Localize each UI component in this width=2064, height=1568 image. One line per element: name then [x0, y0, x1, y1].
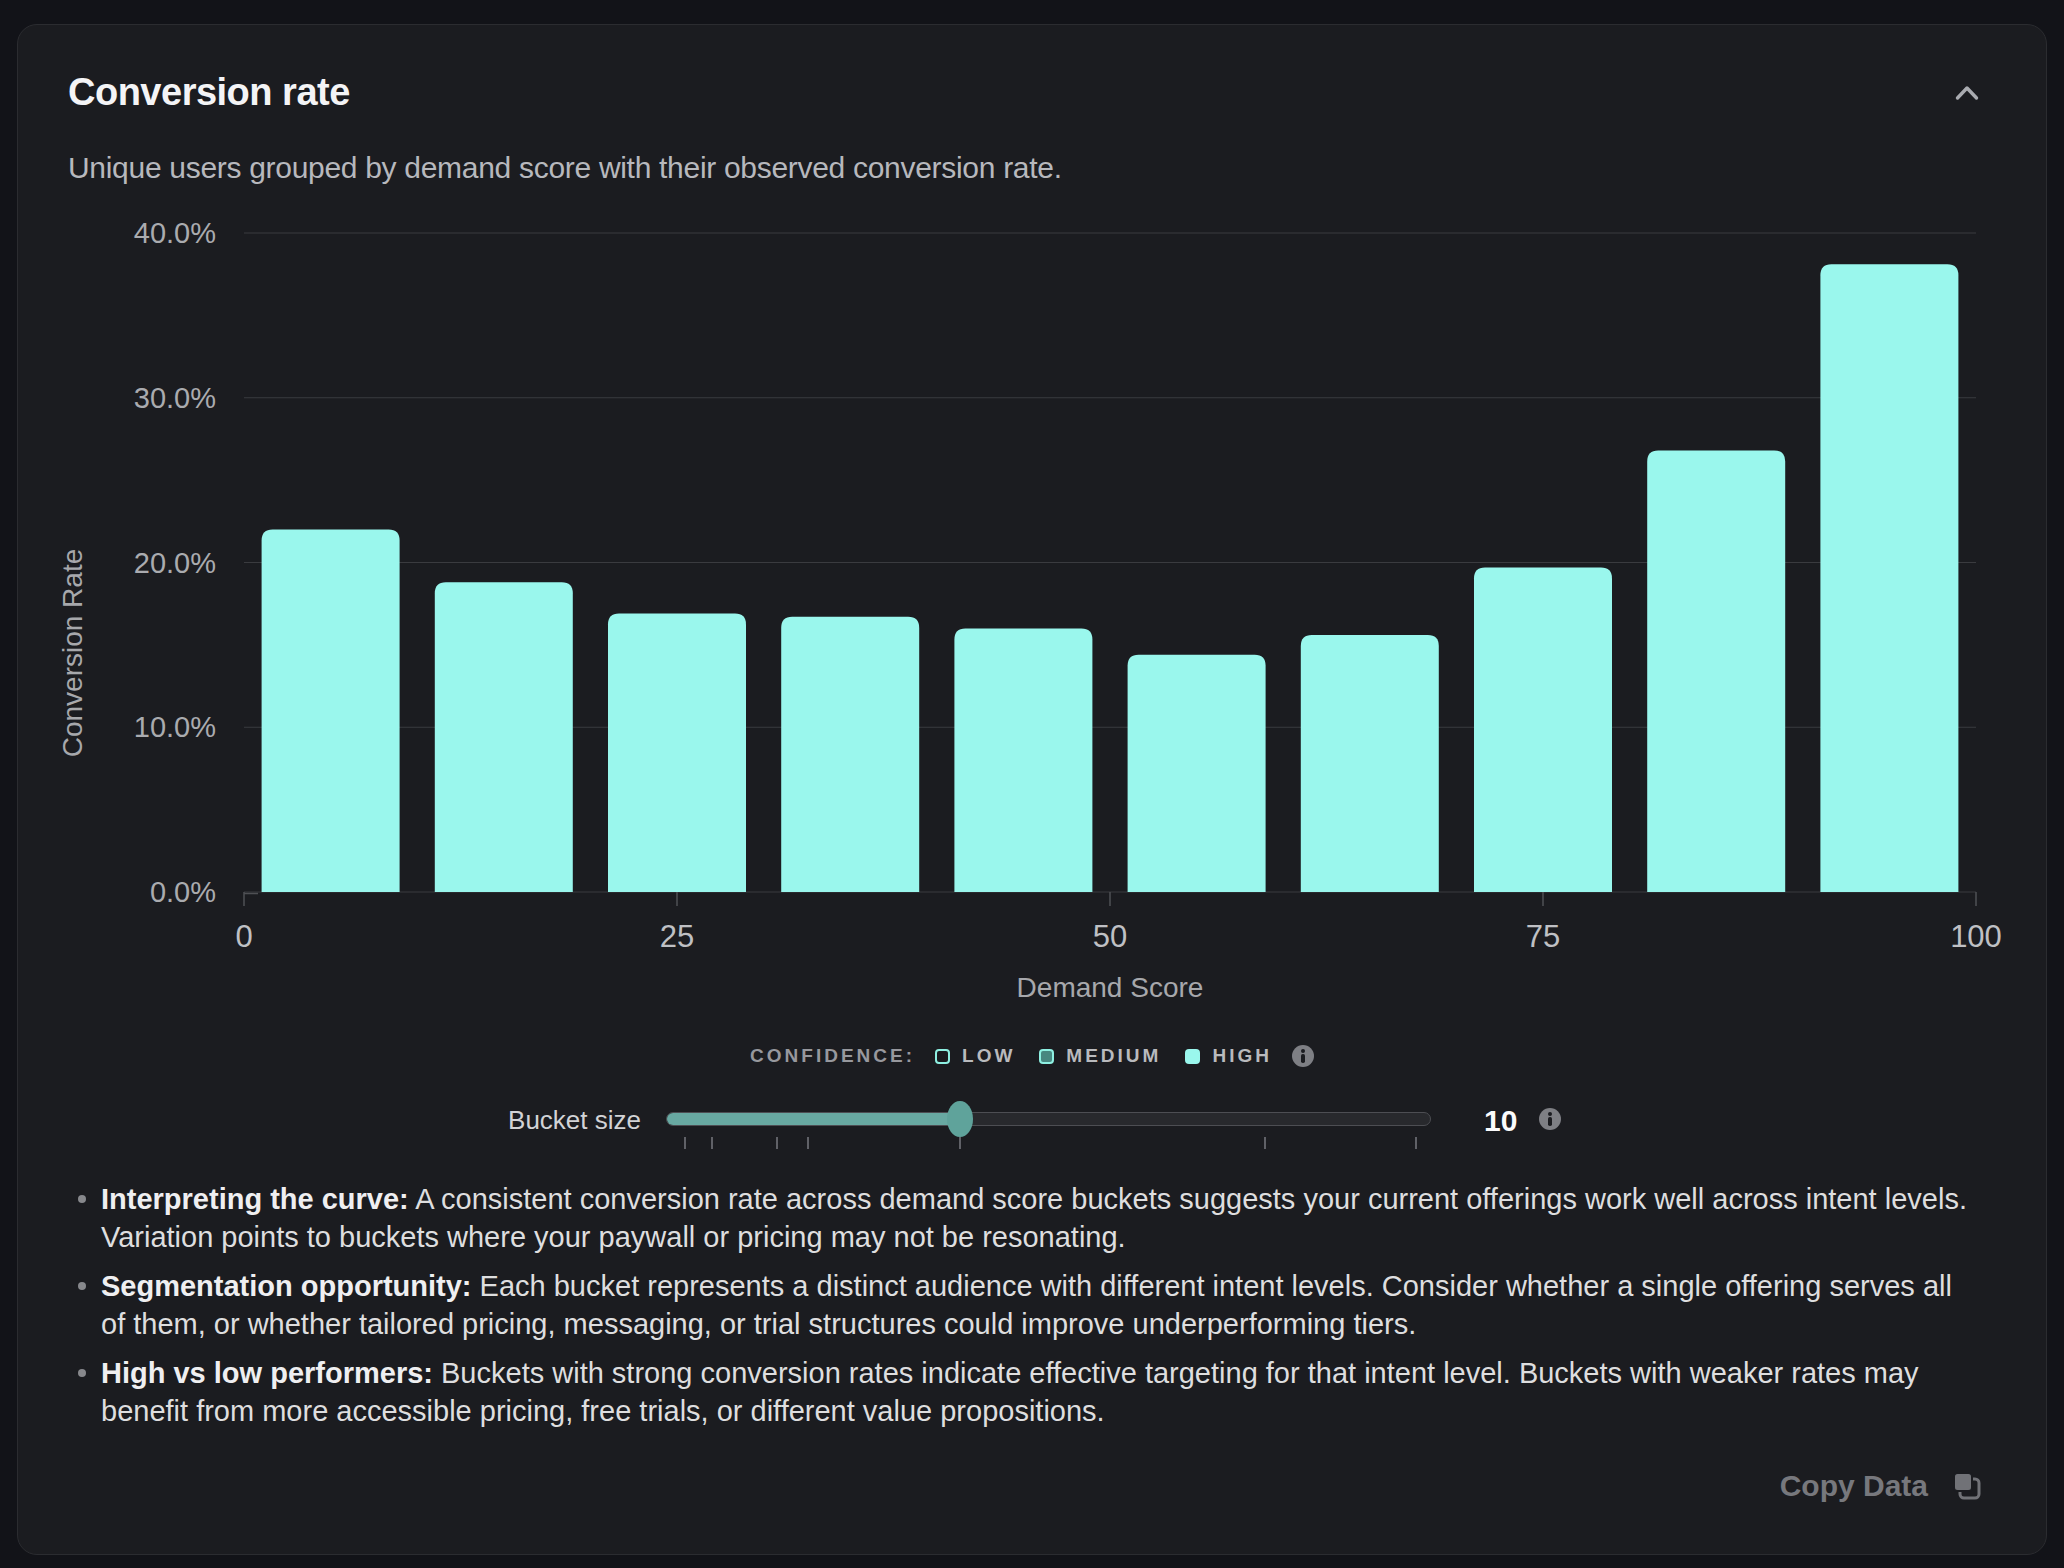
bar-0-10[interactable]	[262, 530, 400, 892]
x-axis-title: Demand Score	[1017, 972, 1204, 1003]
bar-10-20[interactable]	[435, 582, 573, 892]
bar-20-30[interactable]	[608, 614, 746, 892]
y-axis-title: Conversion Rate	[57, 549, 88, 758]
bar-60-70[interactable]	[1301, 635, 1439, 892]
bucket-size-slider[interactable]	[666, 1112, 1431, 1126]
legend-title: CONFIDENCE:	[750, 1045, 915, 1067]
legend-swatch-high	[1185, 1049, 1200, 1064]
x-axis-tick-label: 0	[235, 919, 252, 954]
bucket-size-label: Bucket size	[18, 1105, 641, 1136]
insight-item-2: High vs low performers: Buckets with str…	[78, 1354, 1968, 1430]
bar-30-40[interactable]	[781, 617, 919, 892]
bar-40-50[interactable]	[954, 628, 1092, 892]
y-axis-tick-label: 20.0%	[134, 547, 216, 579]
copy-data-label: Copy Data	[1780, 1469, 1928, 1503]
x-axis-tick-label: 50	[1093, 919, 1127, 954]
bar-chart: 0.0% 10.0% 20.0% 30.0% 40.0% 0 25 50 75 100 Conver…	[18, 175, 2047, 1035]
legend-label: HIGH	[1212, 1045, 1272, 1067]
bar-80-90[interactable]	[1647, 450, 1785, 892]
insight-lead: Interpreting the curve:	[101, 1183, 409, 1215]
y-axis-tick-label: 40.0%	[134, 217, 216, 249]
insight-item-0: Interpreting the curve: A consistent con…	[78, 1180, 1968, 1256]
y-axis-tick-label: 30.0%	[134, 382, 216, 414]
x-axis-tick-label: 25	[660, 919, 694, 954]
y-axis-tick-label: 0.0%	[150, 876, 216, 908]
insight-lead: High vs low performers:	[101, 1357, 433, 1389]
collapse-button[interactable]	[1955, 85, 1979, 101]
x-axis-tick-label: 75	[1526, 919, 1560, 954]
slider-fill	[667, 1113, 961, 1125]
bar-90-100[interactable]	[1820, 264, 1958, 892]
chevron-up-icon	[1955, 85, 1979, 101]
bucket-size-value: 10	[1484, 1104, 1517, 1138]
insight-item-1: Segmentation opportunity: Each bucket re…	[78, 1267, 1968, 1343]
legend-label: LOW	[962, 1045, 1015, 1067]
slider-ticks	[666, 1137, 1431, 1150]
legend-item-medium[interactable]: MEDIUM	[1039, 1045, 1161, 1067]
x-axis-tick-label: 100	[1950, 919, 2002, 954]
insights-list: Interpreting the curve: A consistent con…	[78, 1180, 1968, 1441]
confidence-info-icon[interactable]	[1292, 1045, 1314, 1067]
card-title: Conversion rate	[68, 71, 350, 114]
legend-item-low[interactable]: LOW	[935, 1045, 1015, 1067]
copy-icon	[1950, 1469, 1984, 1503]
insight-lead: Segmentation opportunity:	[101, 1270, 472, 1302]
bucket-size-info-icon[interactable]	[1539, 1108, 1561, 1130]
legend-swatch-low	[935, 1049, 950, 1064]
bar-70-80[interactable]	[1474, 567, 1612, 892]
bar-50-60[interactable]	[1128, 655, 1266, 892]
legend-swatch-medium	[1039, 1049, 1054, 1064]
conversion-rate-card: Conversion rate Unique users grouped by …	[17, 24, 2047, 1555]
confidence-legend: CONFIDENCE: LOW MEDIUM HIGH	[18, 1045, 2046, 1067]
y-axis-tick-label: 10.0%	[134, 711, 216, 743]
legend-label: MEDIUM	[1066, 1045, 1161, 1067]
slider-handle[interactable]	[947, 1101, 973, 1137]
legend-item-high[interactable]: HIGH	[1185, 1045, 1272, 1067]
copy-data-button[interactable]: Copy Data	[1780, 1469, 1984, 1503]
